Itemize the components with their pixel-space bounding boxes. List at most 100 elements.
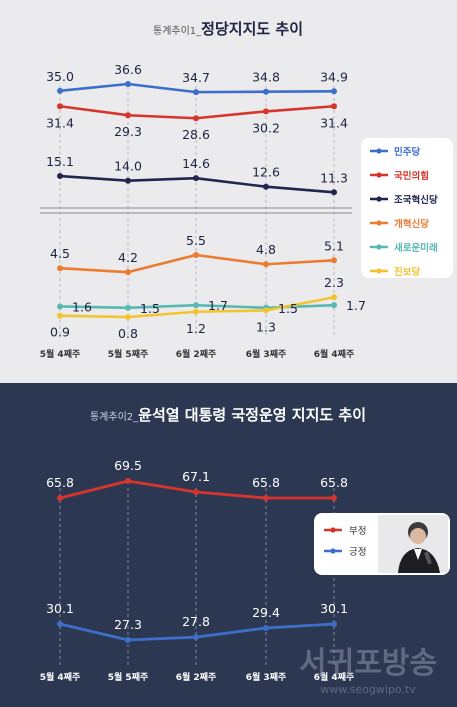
chart1-data-label: 1.5 — [140, 301, 160, 316]
chart1-legend-dot — [376, 196, 382, 202]
chart2-data-label: 69.5 — [114, 458, 142, 473]
chart1-point — [57, 103, 63, 110]
chart2-data-label: 65.8 — [46, 475, 74, 490]
chart2-x-tick-label: 5월 5째주 — [108, 671, 149, 683]
chart2-title: 통계추이2_윤석열 대통령 국정운영 지지도 추이 — [90, 406, 366, 424]
chart1-point — [263, 261, 269, 268]
chart1-data-label: 1.3 — [256, 319, 276, 334]
chart1-x-tick-label: 6월 3째주 — [246, 348, 287, 360]
chart1-x-tick-label: 5월 5째주 — [108, 348, 149, 360]
chart1-data-label: 30.2 — [252, 120, 280, 135]
chart1-data-label: 15.1 — [46, 154, 74, 169]
chart1-point — [125, 304, 131, 311]
chart1-data-label: 0.9 — [50, 325, 70, 340]
chart2-point — [331, 495, 337, 501]
chart1-data-label: 5.1 — [324, 238, 344, 253]
chart2-x-tick-label: 6월 2째주 — [176, 671, 217, 683]
chart1-point — [331, 294, 337, 301]
chart2-data-label: 30.1 — [46, 601, 74, 616]
chart1-point — [263, 88, 269, 95]
chart1-legend-box — [361, 138, 453, 278]
chart1-legend-label: 민주당 — [394, 146, 420, 158]
chart2-point — [263, 495, 269, 501]
chart1-legend-dot — [376, 220, 382, 226]
chart1-data-label: 34.7 — [182, 70, 210, 85]
chart1-data-label: 35.0 — [46, 69, 74, 84]
chart1-legend-label: 진보당 — [394, 266, 420, 278]
chart1-point — [57, 265, 63, 272]
chart1-point — [331, 302, 337, 309]
chart1-data-label: 34.9 — [320, 69, 348, 84]
chart1-data-label: 1.7 — [208, 298, 228, 313]
chart1-point — [193, 89, 199, 96]
chart2-legend-dot — [330, 548, 336, 554]
chart1-legend-label: 국민의힘 — [394, 170, 429, 182]
chart1-point — [193, 302, 199, 309]
chart1-point — [263, 183, 269, 190]
chart1-point — [331, 103, 337, 110]
chart2-point — [125, 478, 131, 484]
chart1-data-label: 4.5 — [50, 246, 70, 261]
chart1-legend-label: 개혁신당 — [394, 218, 429, 230]
chart2-x-tick-label: 6월 3째주 — [246, 671, 287, 683]
chart1-data-label: 34.8 — [252, 70, 280, 85]
chart1-point — [193, 115, 199, 122]
chart2-data-label: 65.8 — [252, 475, 280, 490]
chart1-point — [193, 252, 199, 258]
chart1-point — [331, 88, 337, 95]
chart1-data-label: 12.6 — [252, 165, 280, 180]
chart1-point — [125, 81, 131, 87]
chart1-data-label: 4.2 — [118, 250, 138, 265]
chart2-legend-label: 긍정 — [349, 547, 366, 558]
chart1-point — [331, 257, 337, 264]
chart2-point — [57, 621, 63, 627]
president-photo — [378, 515, 448, 573]
chart2-data-label: 67.1 — [182, 469, 210, 484]
chart1-data-label: 31.4 — [320, 115, 348, 130]
chart1-data-label: 0.8 — [118, 326, 138, 341]
chart1-legend-dot — [376, 268, 382, 274]
chart1-legend-label: 새로운미래 — [394, 242, 438, 254]
chart1-x-tick-label: 5월 4째주 — [40, 348, 81, 360]
chart2-data-label: 27.8 — [182, 614, 210, 629]
chart1-legend-dot — [376, 148, 382, 154]
chart1-point — [193, 308, 199, 315]
chart1-point — [331, 189, 337, 196]
chart1-legend-dot — [376, 172, 382, 178]
chart1-point — [125, 314, 131, 321]
chart1-data-label: 36.6 — [114, 62, 142, 77]
chart2-legend-label: 부정 — [349, 526, 366, 537]
chart1-title: 통계추이1_정당지지도 추이 — [153, 20, 303, 38]
chart1-point — [57, 173, 63, 180]
chart1-data-label: 28.6 — [182, 127, 210, 142]
chart2-point — [331, 621, 337, 627]
chart1-point — [57, 312, 63, 319]
chart2-data-label: 29.4 — [252, 605, 280, 620]
chart1-data-label: 1.7 — [346, 298, 366, 313]
chart1-data-label: 1.5 — [278, 301, 298, 316]
chart1-data-label: 2.3 — [324, 275, 344, 290]
svg-text:서귀포방송: 서귀포방송 — [299, 646, 437, 681]
chart1-data-label: 5.5 — [186, 233, 206, 248]
chart1-data-label: 29.3 — [114, 124, 142, 139]
chart1-legend-label: 조국혁신당 — [394, 194, 438, 206]
chart2-point — [263, 625, 269, 631]
chart2-legend-dot — [330, 527, 336, 533]
chart1-data-label: 31.4 — [46, 115, 74, 130]
chart1-point — [125, 112, 131, 119]
chart1-point — [125, 269, 131, 276]
chart1-data-label: 11.3 — [320, 170, 348, 185]
chart2-point — [193, 489, 199, 496]
chart2-point — [125, 637, 131, 643]
chart2-point — [193, 634, 199, 641]
chart2-data-label: 65.8 — [320, 475, 348, 490]
chart1-point — [263, 307, 269, 314]
chart1-data-label: 1.2 — [186, 321, 206, 336]
chart2-x-tick-label: 5월 4째주 — [40, 671, 81, 683]
chart2-data-label: 27.3 — [114, 617, 142, 632]
chart1-data-label: 14.6 — [182, 156, 210, 171]
chart2-data-label: 30.1 — [320, 601, 348, 616]
svg-text:www.seogwipo.tv: www.seogwipo.tv — [320, 683, 416, 696]
